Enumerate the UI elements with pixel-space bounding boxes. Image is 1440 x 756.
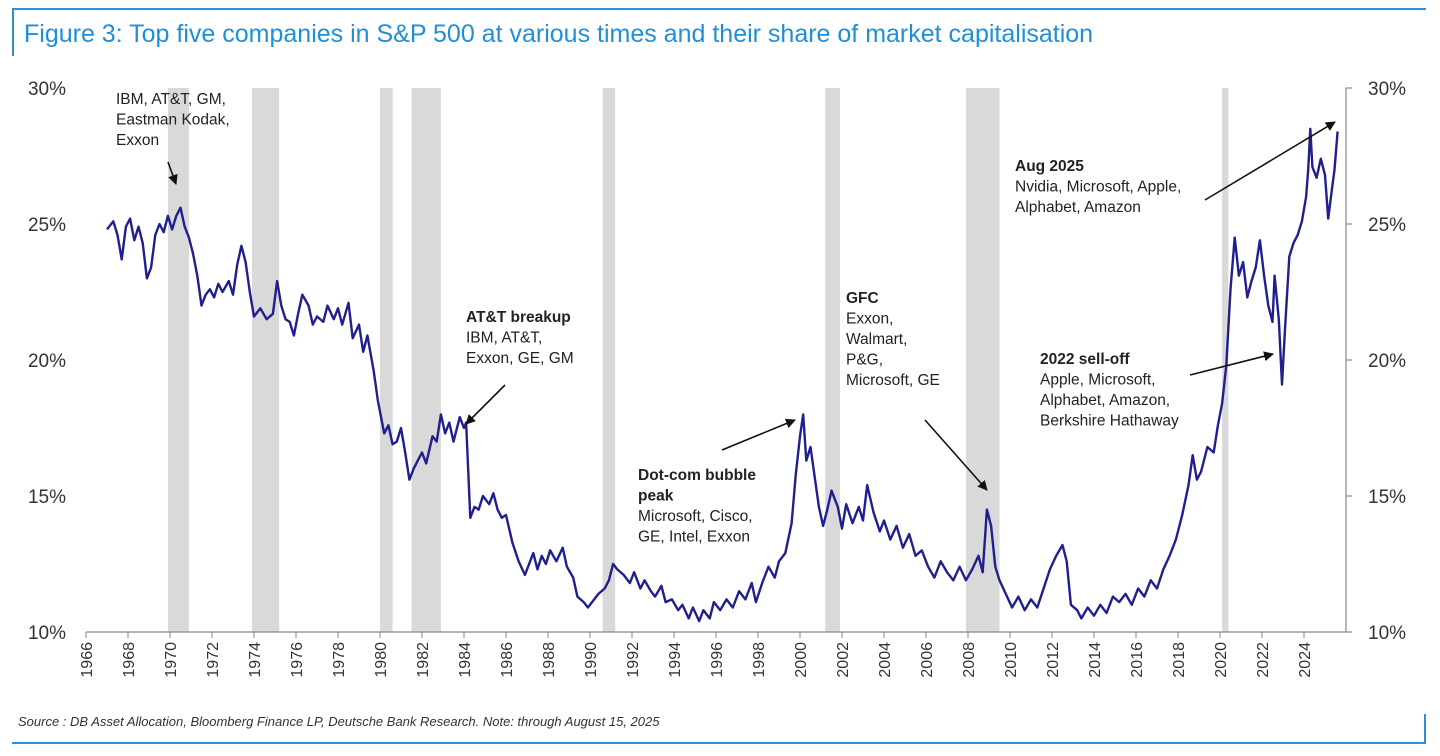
annotation-arrow-4 bbox=[1189, 351, 1274, 376]
annotation-3: GFC Exxon, Walmart, P&G, Microsoft, GE bbox=[846, 290, 940, 389]
figure-right-border bbox=[1424, 714, 1426, 742]
x-tick-label: 2010 bbox=[1003, 642, 1020, 678]
annotation-5: Aug 2025 Nvidia, Microsoft, Apple, Alphabe… bbox=[1015, 158, 1181, 216]
annotation-line: IBM, AT&T, bbox=[466, 330, 542, 347]
annotation-arrow-0 bbox=[167, 161, 178, 185]
annotation-heading: peak bbox=[638, 488, 674, 505]
x-tick-label: 2012 bbox=[1045, 642, 1062, 678]
x-tick-label: 1968 bbox=[121, 642, 138, 678]
x-tick-label: 1980 bbox=[373, 642, 390, 678]
annotation-line: GE, Intel, Exxon bbox=[638, 529, 750, 546]
annotation-line: Eastman Kodak, bbox=[116, 112, 230, 129]
x-tick-label: 2018 bbox=[1171, 642, 1188, 678]
x-tick-label: 2020 bbox=[1213, 642, 1230, 678]
recession-band-7 bbox=[1222, 88, 1229, 632]
y-tick-label-right: 20% bbox=[1368, 351, 1406, 372]
x-tick-label: 1984 bbox=[457, 642, 474, 678]
annotation-arrow-1 bbox=[465, 384, 506, 425]
annotation-line: Exxon bbox=[116, 132, 159, 149]
annotation-1: AT&T breakup IBM, AT&T, Exxon, GE, GM bbox=[466, 309, 574, 367]
recession-band-3 bbox=[411, 88, 441, 632]
x-tick-label: 1970 bbox=[163, 642, 180, 678]
series-line-0 bbox=[106, 127, 1339, 623]
recession-band-2 bbox=[380, 88, 393, 632]
annotation-4: 2022 sell-off Apple, Microsoft, Alphabet, … bbox=[1040, 351, 1179, 430]
figure-bottom-border bbox=[12, 742, 1426, 744]
annotation-heading: GFC bbox=[846, 290, 879, 307]
y-axis-left-ticks: 10% 15% 20% 25% 30% bbox=[28, 79, 66, 644]
x-tick-label: 1972 bbox=[205, 642, 222, 678]
x-tick-label: 2008 bbox=[961, 642, 978, 678]
annotation-arrow-3 bbox=[924, 419, 988, 491]
y-tick-label-left: 25% bbox=[28, 215, 66, 236]
annotation-heading: 2022 sell-off bbox=[1040, 351, 1130, 368]
x-tick-label: 2024 bbox=[1297, 642, 1314, 678]
x-tick-label: 1988 bbox=[541, 642, 558, 678]
recession-band-4 bbox=[602, 88, 616, 632]
annotation-heading: Dot-com bubble bbox=[638, 467, 756, 484]
annotation-line: Microsoft, Cisco, bbox=[638, 508, 753, 525]
y-tick-label-left: 30% bbox=[28, 79, 66, 100]
x-tick-label: 2014 bbox=[1087, 642, 1104, 678]
x-tick-label: 1998 bbox=[751, 642, 768, 678]
figure-left-border bbox=[12, 8, 14, 56]
annotation-line: Berkshire Hathaway bbox=[1040, 413, 1179, 430]
recession-band-6 bbox=[965, 88, 1000, 632]
annotation-line: Walmart, bbox=[846, 331, 907, 348]
x-tick-label: 1992 bbox=[625, 642, 642, 678]
figure-title: Figure 3: Top five companies in S&P 500 … bbox=[24, 20, 1094, 48]
annotation-heading: AT&T breakup bbox=[466, 309, 571, 326]
annotation-line: Apple, Microsoft, bbox=[1040, 372, 1155, 389]
x-tick-label: 2004 bbox=[877, 642, 894, 678]
y-axis-right-ticks: 10% 15% 20% 25% 30% bbox=[1346, 79, 1406, 644]
annotations: IBM, AT&T, GM, Eastman Kodak, Exxon AT&T br… bbox=[116, 91, 1181, 546]
x-tick-label: 1990 bbox=[583, 642, 600, 678]
annotation-arrow-5 bbox=[1204, 121, 1336, 201]
y-tick-label-right: 10% bbox=[1368, 623, 1406, 644]
annotation-arrow-2 bbox=[721, 418, 796, 451]
annotation-line: Microsoft, GE bbox=[846, 372, 940, 389]
x-tick-label: 1996 bbox=[709, 642, 726, 678]
source-note: Source : DB Asset Allocation, Bloomberg … bbox=[18, 714, 660, 729]
annotation-line: Exxon, bbox=[846, 311, 893, 328]
annotation-2: Dot-com bubble peak Microsoft, Cisco, GE, I… bbox=[638, 467, 756, 546]
x-tick-label: 1994 bbox=[667, 642, 684, 678]
annotation-line: Alphabet, Amazon bbox=[1015, 199, 1141, 216]
x-tick-label: 1974 bbox=[247, 642, 264, 678]
x-tick-label: 2016 bbox=[1129, 642, 1146, 678]
x-tick-label: 2022 bbox=[1255, 642, 1272, 678]
recession-band-1 bbox=[251, 88, 280, 632]
x-tick-label: 1982 bbox=[415, 642, 432, 678]
y-tick-label-right: 25% bbox=[1368, 215, 1406, 236]
x-tick-label: 1966 bbox=[79, 642, 96, 678]
x-tick-label: 2006 bbox=[919, 642, 936, 678]
x-tick-label: 1976 bbox=[289, 642, 306, 678]
x-tick-label: 2002 bbox=[835, 642, 852, 678]
y-tick-label-left: 15% bbox=[28, 487, 66, 508]
annotation-0: IBM, AT&T, GM, Eastman Kodak, Exxon bbox=[116, 91, 230, 149]
annotation-line: Exxon, GE, GM bbox=[466, 350, 574, 367]
y-tick-label-right: 15% bbox=[1368, 487, 1406, 508]
y-tick-label-left: 20% bbox=[28, 351, 66, 372]
x-tick-label: 1986 bbox=[499, 642, 516, 678]
annotation-line: IBM, AT&T, GM, bbox=[116, 91, 226, 108]
y-tick-label-left: 10% bbox=[28, 623, 66, 644]
x-tick-label: 2000 bbox=[793, 642, 810, 678]
annotation-line: P&G, bbox=[846, 352, 883, 369]
annotation-heading: Aug 2025 bbox=[1015, 158, 1084, 175]
x-axis-ticks: 1966 1968 1970 1972 1974 1976 1978 1980 1982 1984… bbox=[79, 632, 1314, 678]
annotation-arrows bbox=[167, 121, 1336, 491]
figure-top-border bbox=[12, 8, 1426, 10]
x-tick-label: 1978 bbox=[331, 642, 348, 678]
recession-band-5 bbox=[825, 88, 840, 632]
y-tick-label-right: 30% bbox=[1368, 79, 1406, 100]
series-line-group bbox=[106, 127, 1339, 623]
annotation-line: Nvidia, Microsoft, Apple, bbox=[1015, 179, 1181, 196]
annotation-line: Alphabet, Amazon, bbox=[1040, 392, 1170, 409]
